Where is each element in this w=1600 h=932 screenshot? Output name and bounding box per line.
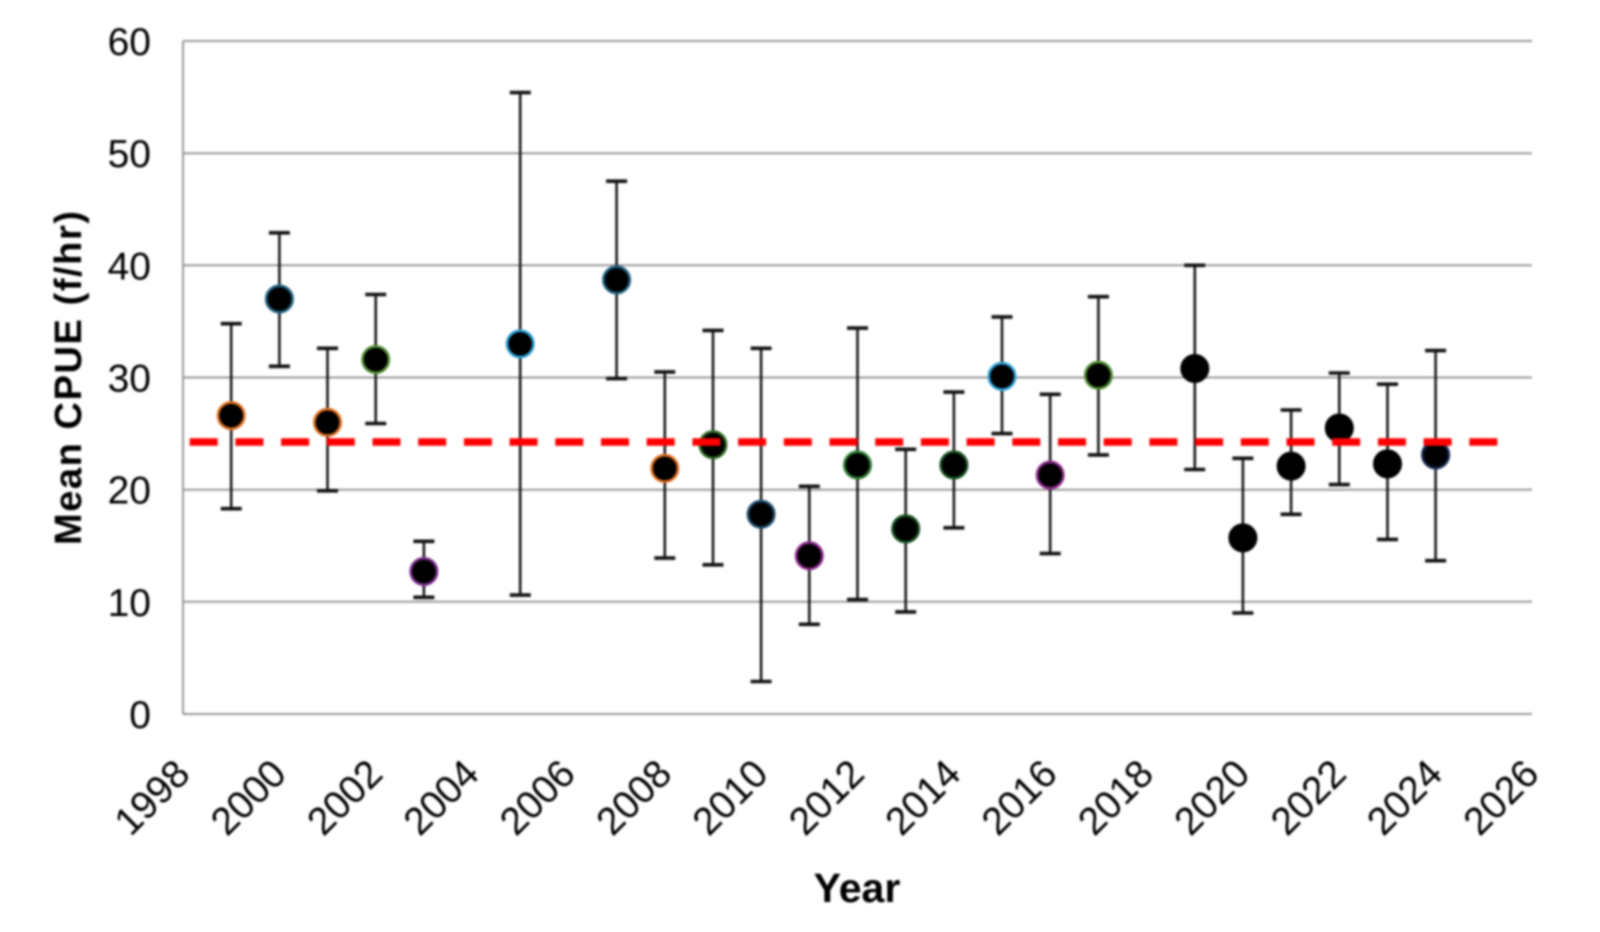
svg-text:Year: Year [814,865,901,911]
svg-text:40: 40 [108,245,151,288]
svg-text:10: 10 [108,582,151,625]
svg-text:30: 30 [108,358,151,401]
svg-text:0: 0 [129,694,151,737]
svg-text:Mean CPUE (f/hr): Mean CPUE (f/hr) [48,211,90,545]
svg-text:60: 60 [108,21,151,64]
svg-text:50: 50 [108,133,151,176]
svg-text:20: 20 [108,470,151,513]
